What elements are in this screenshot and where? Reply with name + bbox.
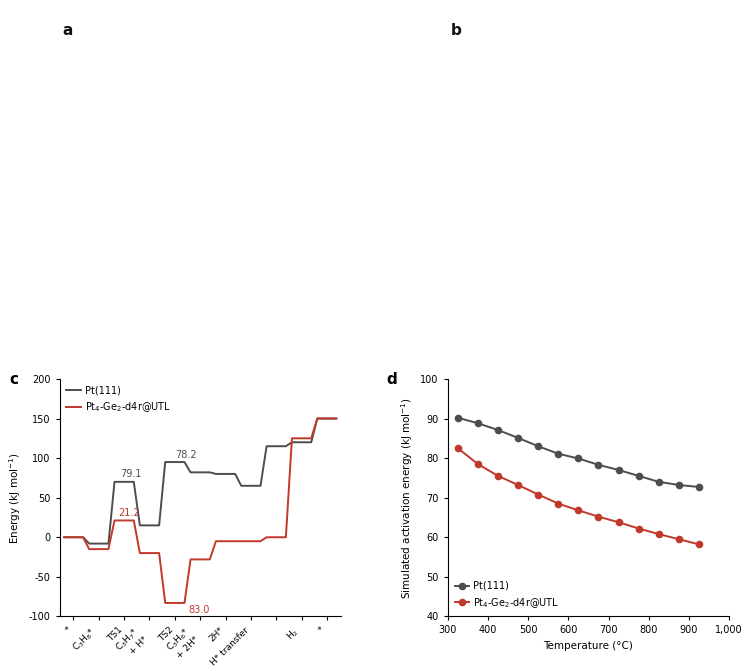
Y-axis label: Energy (kJ mol$^{-1}$): Energy (kJ mol$^{-1}$) <box>7 452 23 543</box>
Text: 79.1: 79.1 <box>121 470 142 480</box>
Text: 21.2: 21.2 <box>118 509 139 519</box>
Text: b: b <box>451 23 461 38</box>
Y-axis label: Simulated activation energy (kJ mol$^{-1}$): Simulated activation energy (kJ mol$^{-1… <box>399 397 415 599</box>
Text: a: a <box>62 23 73 38</box>
Text: c: c <box>9 372 18 387</box>
Legend: Pt(111), Pt$_4$-Ge$_2$-d4r@UTL: Pt(111), Pt$_4$-Ge$_2$-d4r@UTL <box>65 384 173 416</box>
Text: 78.2: 78.2 <box>175 450 196 460</box>
Text: d: d <box>386 372 397 387</box>
Text: 83.0: 83.0 <box>189 605 210 615</box>
X-axis label: Temperature (°C): Temperature (°C) <box>544 641 633 651</box>
Legend: Pt(111), Pt$_4$-Ge$_2$-d4r@UTL: Pt(111), Pt$_4$-Ge$_2$-d4r@UTL <box>452 579 561 612</box>
